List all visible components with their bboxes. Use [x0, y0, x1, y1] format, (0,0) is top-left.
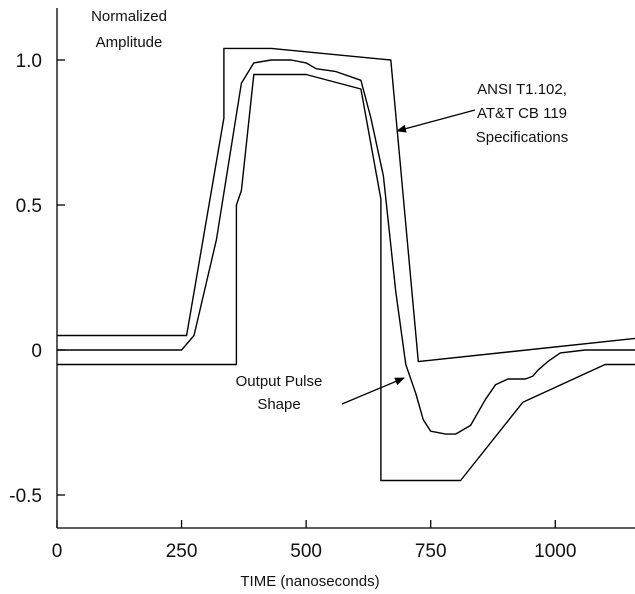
- x-tick-label: 0: [52, 541, 63, 562]
- x-tick-label: 750: [415, 541, 447, 562]
- x-axis-label: TIME (nanoseconds): [240, 573, 379, 590]
- ticks: 0 250 500 750 1000 1.0 0.5 0 -0.5: [9, 51, 576, 562]
- x-tick-label: 500: [290, 541, 322, 562]
- pulse-annotation-arrow: [341, 377, 405, 405]
- y-tick-label: 1.0: [16, 51, 42, 72]
- y-axis-label-line-2: Amplitude: [96, 34, 163, 51]
- spec-annotation-line-2: AT&T CB 119: [477, 105, 567, 122]
- upper-spec-limit-line: [57, 47, 635, 363]
- pulse-annotation-line-1: Output Pulse: [236, 373, 323, 390]
- axes: [56, 8, 635, 529]
- x-tick-label: 250: [166, 541, 198, 562]
- y-axis-label-line-1: Normalized: [91, 8, 167, 25]
- pulse-annotation-line-2: Shape: [257, 396, 300, 413]
- spec-annotation-line-1: ANSI T1.102,: [477, 81, 567, 98]
- spec-annotation-line-3: Specifications: [476, 129, 569, 146]
- y-tick-label: -0.5: [9, 486, 42, 507]
- x-tick-label: 1000: [534, 541, 576, 562]
- y-tick-label: 0: [31, 341, 42, 362]
- series-lines: [57, 47, 635, 482]
- spec-annotation-arrow: [396, 109, 476, 133]
- output-pulse-line: [57, 59, 635, 435]
- lower-spec-limit-line: [57, 73, 635, 482]
- y-tick-label: 0.5: [16, 196, 42, 217]
